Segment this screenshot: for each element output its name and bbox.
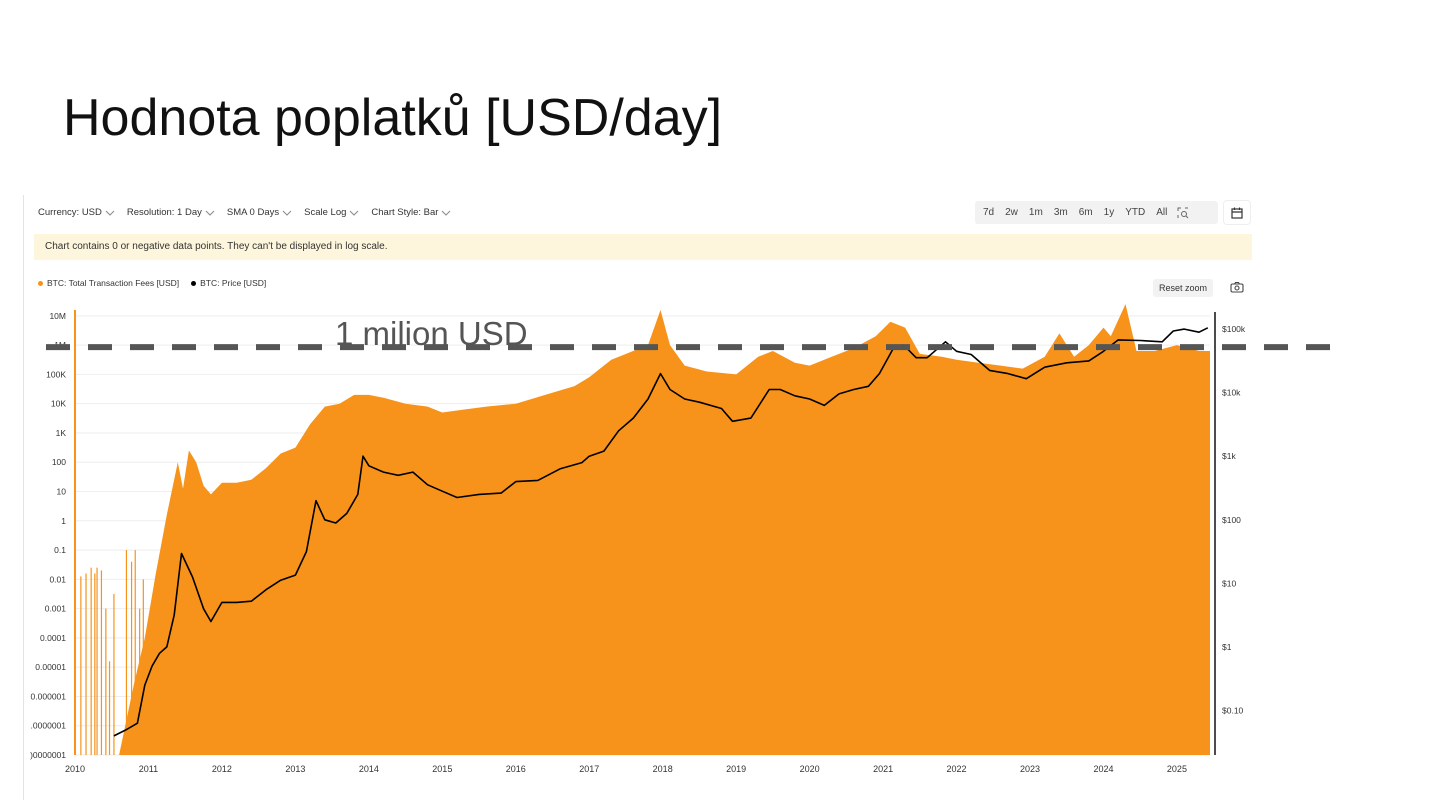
x-tick-label: 2017 bbox=[579, 764, 599, 774]
legend-item-fees[interactable]: BTC: Total Transaction Fees [USD] bbox=[38, 278, 179, 288]
chevron-down-icon bbox=[205, 210, 215, 216]
price-legend-dot bbox=[191, 280, 197, 286]
scale-dropdown[interactable]: Scale Log bbox=[304, 207, 359, 218]
y-left-tick-label: 100 bbox=[52, 457, 66, 467]
y-left-tick-label: 0.00001 bbox=[35, 662, 66, 672]
x-tick-label: 2018 bbox=[653, 764, 673, 774]
y-left-tick-label: 0.001 bbox=[45, 604, 67, 614]
x-tick-label: 2015 bbox=[432, 764, 452, 774]
calendar-button[interactable] bbox=[1224, 201, 1250, 224]
range-all[interactable]: All bbox=[1156, 207, 1168, 218]
chevron-down-icon bbox=[350, 210, 359, 216]
y-right-tick-label: $0.10 bbox=[1222, 706, 1244, 716]
chart-legend: BTC: Total Transaction Fees [USD] BTC: P… bbox=[38, 278, 266, 288]
zoom-select-icon[interactable] bbox=[1177, 207, 1189, 219]
y-right-tick-label: $1k bbox=[1222, 451, 1236, 461]
y-left-tick-label: .0000001 bbox=[31, 721, 67, 731]
y-left-tick-label: 1K bbox=[56, 428, 67, 438]
legend-item-price[interactable]: BTC: Price [USD] bbox=[191, 278, 266, 288]
sma-label: SMA 0 Days bbox=[226, 207, 280, 218]
log-scale-warning: Chart contains 0 or negative data points… bbox=[34, 234, 1252, 260]
x-tick-label: 2010 bbox=[65, 764, 85, 774]
chart-style-label: Chart Style: Bar bbox=[371, 207, 439, 218]
y-left-tick-label: 10M bbox=[49, 311, 66, 321]
time-range-selector: 7d 2w 1m 3m 6m 1y YTD All bbox=[975, 201, 1218, 224]
y-right-tick-label: $10k bbox=[1222, 388, 1241, 398]
y-left-tick-label: 0.000001 bbox=[31, 691, 67, 701]
y-left-tick-label: 0.01 bbox=[49, 574, 66, 584]
chevron-down-icon bbox=[105, 210, 115, 216]
x-tick-label: 2022 bbox=[947, 764, 967, 774]
panel-border bbox=[23, 195, 24, 800]
x-tick-label: 2024 bbox=[1093, 764, 1113, 774]
million-annotation: 1 milion USD bbox=[335, 315, 528, 352]
x-tick-label: 2019 bbox=[726, 764, 746, 774]
currency-label: Currency: USD bbox=[38, 207, 102, 218]
chart-style-dropdown[interactable]: Chart Style: Bar bbox=[371, 207, 451, 218]
y-left-tick-label: )0000001 bbox=[30, 750, 66, 760]
x-tick-label: 2020 bbox=[800, 764, 820, 774]
x-tick-label: 2013 bbox=[285, 764, 305, 774]
fees-area bbox=[117, 304, 1211, 755]
x-tick-label: 2012 bbox=[212, 764, 232, 774]
chevron-down-icon bbox=[442, 210, 451, 216]
reset-zoom-button[interactable]: Reset zoom bbox=[1153, 279, 1213, 297]
range-ytd[interactable]: YTD bbox=[1125, 207, 1146, 218]
fees-legend-dot bbox=[38, 280, 43, 286]
y-left-tick-label: 0.0001 bbox=[40, 633, 66, 643]
currency-dropdown[interactable]: Currency: USD bbox=[38, 207, 115, 218]
x-tick-label: 2021 bbox=[873, 764, 893, 774]
y-right-tick-label: $100k bbox=[1222, 324, 1246, 334]
legend-label-fees: BTC: Total Transaction Fees [USD] bbox=[47, 278, 180, 288]
x-tick-label: 2011 bbox=[139, 764, 158, 774]
y-left-tick-label: 10K bbox=[51, 399, 66, 409]
camera-icon[interactable] bbox=[1230, 281, 1244, 293]
slide-title: Hodnota poplatků [USD/day] bbox=[63, 89, 723, 147]
range-6m[interactable]: 6m bbox=[1078, 207, 1093, 218]
x-tick-label: 2025 bbox=[1167, 764, 1187, 774]
x-tick-label: 2016 bbox=[506, 764, 526, 774]
scale-label: Scale Log bbox=[304, 207, 347, 218]
y-right-tick-label: $10 bbox=[1222, 578, 1236, 588]
range-2w[interactable]: 2w bbox=[1005, 207, 1018, 218]
chevron-down-icon bbox=[282, 210, 292, 216]
y-left-tick-label: 100K bbox=[46, 369, 66, 379]
range-7d[interactable]: 7d bbox=[983, 207, 995, 218]
chart-toolbar: Currency: USD Resolution: 1 Day SMA 0 Da… bbox=[38, 207, 463, 218]
y-right-tick-label: $1 bbox=[1222, 642, 1232, 652]
legend-label-price: BTC: Price [USD] bbox=[200, 278, 267, 288]
price-line bbox=[113, 327, 1209, 737]
resolution-dropdown[interactable]: Resolution: 1 Day bbox=[127, 207, 215, 218]
range-3m[interactable]: 3m bbox=[1053, 207, 1068, 218]
sma-dropdown[interactable]: SMA 0 Days bbox=[227, 207, 292, 218]
x-tick-label: 2014 bbox=[359, 764, 379, 774]
y-left-tick-label: 0.1 bbox=[54, 545, 66, 555]
y-left-tick-label: 10 bbox=[57, 487, 67, 497]
y-right-tick-label: $100 bbox=[1222, 515, 1241, 525]
range-1m[interactable]: 1m bbox=[1028, 207, 1043, 218]
y-left-tick-label: 1 bbox=[61, 516, 66, 526]
calendar-icon bbox=[1231, 207, 1243, 219]
x-tick-label: 2023 bbox=[1020, 764, 1040, 774]
resolution-label: Resolution: 1 Day bbox=[126, 207, 202, 218]
range-1y[interactable]: 1y bbox=[1103, 207, 1115, 218]
